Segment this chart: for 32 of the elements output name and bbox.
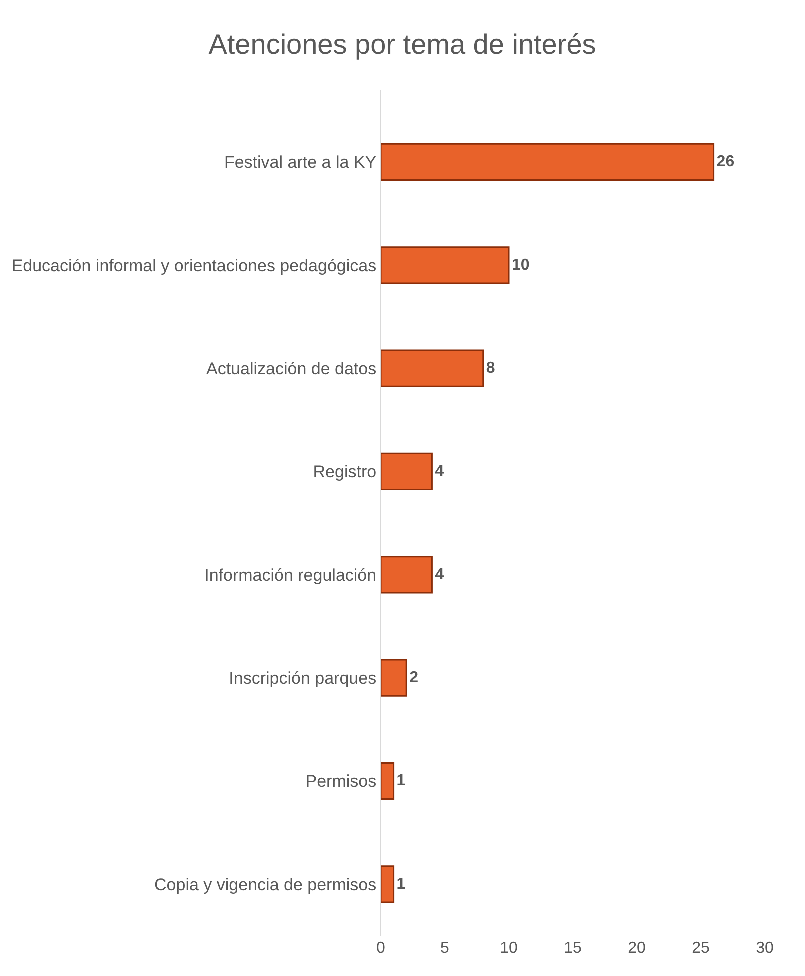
- data-label: 10: [512, 256, 530, 274]
- y-tick-label: Actualización de datos: [206, 360, 377, 379]
- y-tick-label: Permisos: [306, 772, 377, 792]
- bar: [381, 762, 395, 800]
- bar: [381, 659, 408, 697]
- bar: [381, 866, 395, 904]
- chart-title: Atenciones por tema de interés: [208, 28, 596, 60]
- data-label: 1: [396, 876, 406, 893]
- bar: [381, 350, 484, 388]
- y-tick-label: Festival arte a la KY: [224, 153, 377, 172]
- y-tick-label: Registro: [313, 462, 377, 482]
- x-tick-label: 15: [564, 940, 582, 957]
- bar: [381, 556, 433, 594]
- x-tick-label: 20: [628, 940, 646, 957]
- bar: [381, 452, 433, 491]
- x-tick-label: 25: [692, 940, 710, 957]
- data-label: 8: [486, 360, 496, 378]
- y-tick-label: Copia y vigencia de permisos: [154, 875, 377, 894]
- data-label: 4: [435, 566, 444, 584]
- x-tick-label: 0: [376, 940, 386, 957]
- y-tick-label: Educación informal y orientaciones pedagógicas: [12, 256, 377, 276]
- x-tick-label: 10: [500, 940, 518, 957]
- bar: [381, 143, 715, 182]
- x-tick-label: 5: [440, 940, 450, 957]
- y-tick-label: Inscripción parques: [229, 669, 377, 688]
- data-label: 26: [716, 154, 735, 171]
- bar: [381, 246, 510, 284]
- x-tick-label: 30: [756, 940, 774, 957]
- y-tick-label: Información regulación: [204, 566, 377, 585]
- data-label: 2: [410, 670, 419, 687]
- data-label: 4: [435, 463, 444, 480]
- data-label: 1: [396, 772, 406, 790]
